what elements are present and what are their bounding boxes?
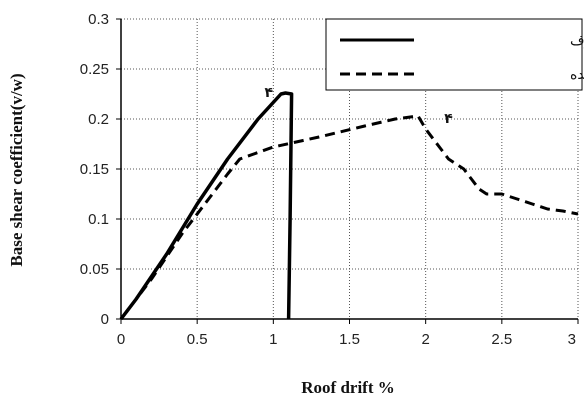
- x-axis-title: Roof drift %: [301, 378, 394, 397]
- x-tick-label: 0: [117, 331, 125, 348]
- series-line-solid: [119, 91, 294, 321]
- legend-box: [325, 18, 583, 91]
- annotation-label: ۴: [264, 85, 273, 101]
- x-tick-label: 2: [421, 331, 429, 348]
- x-tick-label: 1.5: [339, 331, 360, 348]
- y-tick-label: 0: [101, 311, 109, 328]
- y-axis-title: Base shear coefficient(v/w): [7, 73, 26, 266]
- y-tick-label: 0.15: [80, 161, 109, 178]
- y-tick-label: 0.1: [88, 211, 109, 228]
- y-tick-label: 0.3: [88, 11, 109, 28]
- x-tick-label: 2.5: [491, 331, 512, 348]
- series-layer: [119, 91, 579, 321]
- tick-labels: 0 0.05 0.1 0.15 0.2 0.25 0.3 0 0.5 1 1.5 2 2.5 3: [80, 11, 576, 348]
- y-tick-label: 0.2: [88, 111, 109, 128]
- x-tick-label: 3: [568, 331, 576, 348]
- axes: [116, 18, 579, 324]
- legend-label-solid: طراحی متعارف: [570, 33, 584, 49]
- annotation-label: ۴: [444, 111, 453, 127]
- legend-label-dashed: بازطراحی شده: [570, 67, 584, 83]
- legend: طراحی متعارف بازطراحی شده: [325, 18, 584, 91]
- y-tick-label: 0.05: [80, 261, 109, 278]
- x-tick-label: 1: [269, 331, 277, 348]
- annotations: ۴۴: [264, 85, 453, 127]
- series-line-dashed: [119, 114, 579, 320]
- y-tick-label: 0.25: [80, 61, 109, 78]
- x-tick-label: 0.5: [187, 331, 208, 348]
